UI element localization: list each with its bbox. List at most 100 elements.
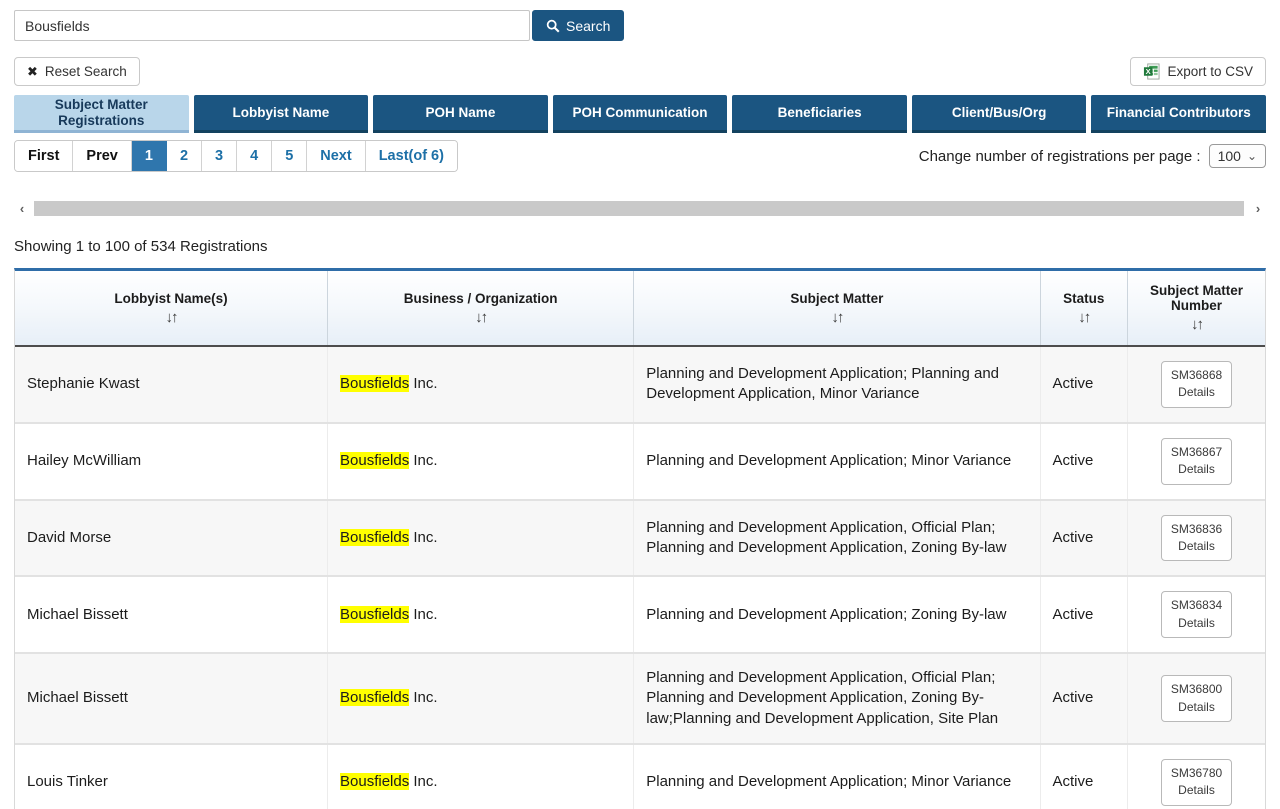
status-value: Active [1053,689,1094,706]
status-value: Active [1053,452,1094,469]
subject-cell: Planning and Development Application; Mi… [634,744,1040,809]
tab-poh-communication[interactable]: POH Communication [553,95,728,133]
chevron-down-icon: ⌄ [1247,152,1257,160]
column-header-status[interactable]: Status ↓↑ [1040,271,1128,346]
subject-cell: Planning and Development Application, Of… [634,653,1040,744]
org-cell: Bousfields Inc. [328,346,634,423]
tab-beneficiaries[interactable]: Beneficiaries [732,95,907,133]
pagination-item-5[interactable]: 5 [272,141,307,171]
toolbar: ✖ Reset Search X Export to CSV [14,57,1266,86]
table-row: Louis Tinker Bousfields Inc. Planning an… [15,744,1265,809]
tab-client-bus-org[interactable]: Client/Bus/Org [912,95,1087,133]
details-button[interactable]: SM36800 Details [1161,675,1232,722]
sm-number: SM36800 [1171,682,1222,696]
org-rest: Inc. [409,773,437,790]
pagination-item-2[interactable]: 2 [167,141,202,171]
sort-icon[interactable]: ↓↑ [334,309,627,326]
sm-number: SM36780 [1171,766,1222,780]
per-page-label: Change number of registrations per page … [919,148,1201,165]
org-rest: Inc. [409,452,437,469]
pagination-item-prev[interactable]: Prev [73,141,131,171]
search-bar: Search [14,10,1266,41]
table-row: David Morse Bousfields Inc. Planning and… [15,500,1265,577]
status-cell: Active [1040,576,1128,653]
details-button[interactable]: SM36834 Details [1161,591,1232,638]
subject-cell: Planning and Development Application; Pl… [634,346,1040,423]
registrations-table: Lobbyist Name(s)↓↑Business / Organizatio… [14,268,1266,809]
sort-icon[interactable]: ↓↑ [640,309,1033,326]
org-rest: Inc. [409,529,437,546]
sm-number-cell: SM36836 Details [1128,500,1266,577]
details-label: Details [1178,385,1215,399]
org-highlight: Bousfields [340,606,409,623]
tab-financial-contributors[interactable]: Financial Contributors [1091,95,1266,133]
reset-search-button[interactable]: ✖ Reset Search [14,57,140,86]
details-button[interactable]: SM36836 Details [1161,515,1232,562]
table-row: Michael Bissett Bousfields Inc. Planning… [15,576,1265,653]
subject-text: Planning and Development Application; Mi… [646,452,1011,469]
column-header-subject-matter[interactable]: Subject Matter ↓↑ [634,271,1040,346]
details-button[interactable]: SM36867 Details [1161,438,1232,485]
tab-subject-matter-registrations[interactable]: Subject Matter Registrations [14,95,189,133]
scroll-right-icon[interactable]: › [1250,201,1266,216]
org-cell: Bousfields Inc. [328,653,634,744]
org-highlight: Bousfields [340,689,409,706]
org-rest: Inc. [409,606,437,623]
status-cell: Active [1040,744,1128,809]
column-header-subject-matter-number[interactable]: Subject Matter Number ↓↑ [1128,271,1266,346]
details-label: Details [1178,462,1215,476]
column-header-business-organization[interactable]: Business / Organization↓↑ [328,271,634,346]
details-button[interactable]: SM36868 Details [1161,361,1232,408]
org-highlight: Bousfields [340,529,409,546]
subject-cell: Planning and Development Application; Zo… [634,576,1040,653]
pagination-item-4[interactable]: 4 [237,141,272,171]
column-header-lobbyist-name-s[interactable]: Lobbyist Name(s)↓↑ [15,271,328,346]
table-header-row: Lobbyist Name(s)↓↑Business / Organizatio… [15,271,1265,346]
sm-number: SM36867 [1171,445,1222,459]
org-rest: Inc. [409,689,437,706]
org-highlight: Bousfields [340,375,409,392]
pagination-item-3[interactable]: 3 [202,141,237,171]
lobbyist-name: Louis Tinker [27,773,108,790]
column-label: Subject Matter Number [1134,283,1259,313]
pagination-row: FirstPrev12345NextLast(of 6) Change numb… [14,140,1266,172]
per-page-select[interactable]: 100 ⌄ [1209,144,1266,168]
results-summary: Showing 1 to 100 of 534 Registrations [14,238,1266,255]
subject-text: Planning and Development Application, Of… [646,669,998,727]
pagination-item-1[interactable]: 1 [132,141,167,171]
org-cell: Bousfields Inc. [328,500,634,577]
sm-number-cell: SM36800 Details [1128,653,1266,744]
sm-number-cell: SM36780 Details [1128,744,1266,809]
org-highlight: Bousfields [340,452,409,469]
h-scrollbar-thumb[interactable] [34,201,1244,216]
column-label: Status [1047,291,1122,306]
sort-icon[interactable]: ↓↑ [1134,316,1259,333]
pagination-item-last-of-6[interactable]: Last(of 6) [366,141,457,171]
search-icon [546,19,560,33]
sort-icon[interactable]: ↓↑ [21,309,321,326]
status-cell: Active [1040,653,1128,744]
sort-icon[interactable]: ↓↑ [1047,309,1122,326]
scroll-left-icon[interactable]: ‹ [14,201,30,216]
pagination-item-first[interactable]: First [15,141,73,171]
search-button-label: Search [566,18,610,34]
column-label: Subject Matter [640,291,1033,306]
table-row: Stephanie Kwast Bousfields Inc. Planning… [15,346,1265,423]
org-cell: Bousfields Inc. [328,744,634,809]
pagination-item-next[interactable]: Next [307,141,365,171]
org-rest: Inc. [409,375,437,392]
lobbyist-cell: Stephanie Kwast [15,346,328,423]
details-label: Details [1178,616,1215,630]
pagination: FirstPrev12345NextLast(of 6) [14,140,458,172]
search-button[interactable]: Search [532,10,624,41]
search-input[interactable] [14,10,530,41]
tab-poh-name[interactable]: POH Name [373,95,548,133]
status-cell: Active [1040,423,1128,500]
sm-number-cell: SM36868 Details [1128,346,1266,423]
sm-number: SM36834 [1171,598,1222,612]
lobbyist-name: Stephanie Kwast [27,375,140,392]
export-csv-button[interactable]: X Export to CSV [1130,57,1266,86]
tab-lobbyist-name[interactable]: Lobbyist Name [194,95,369,133]
org-cell: Bousfields Inc. [328,576,634,653]
details-button[interactable]: SM36780 Details [1161,759,1232,806]
